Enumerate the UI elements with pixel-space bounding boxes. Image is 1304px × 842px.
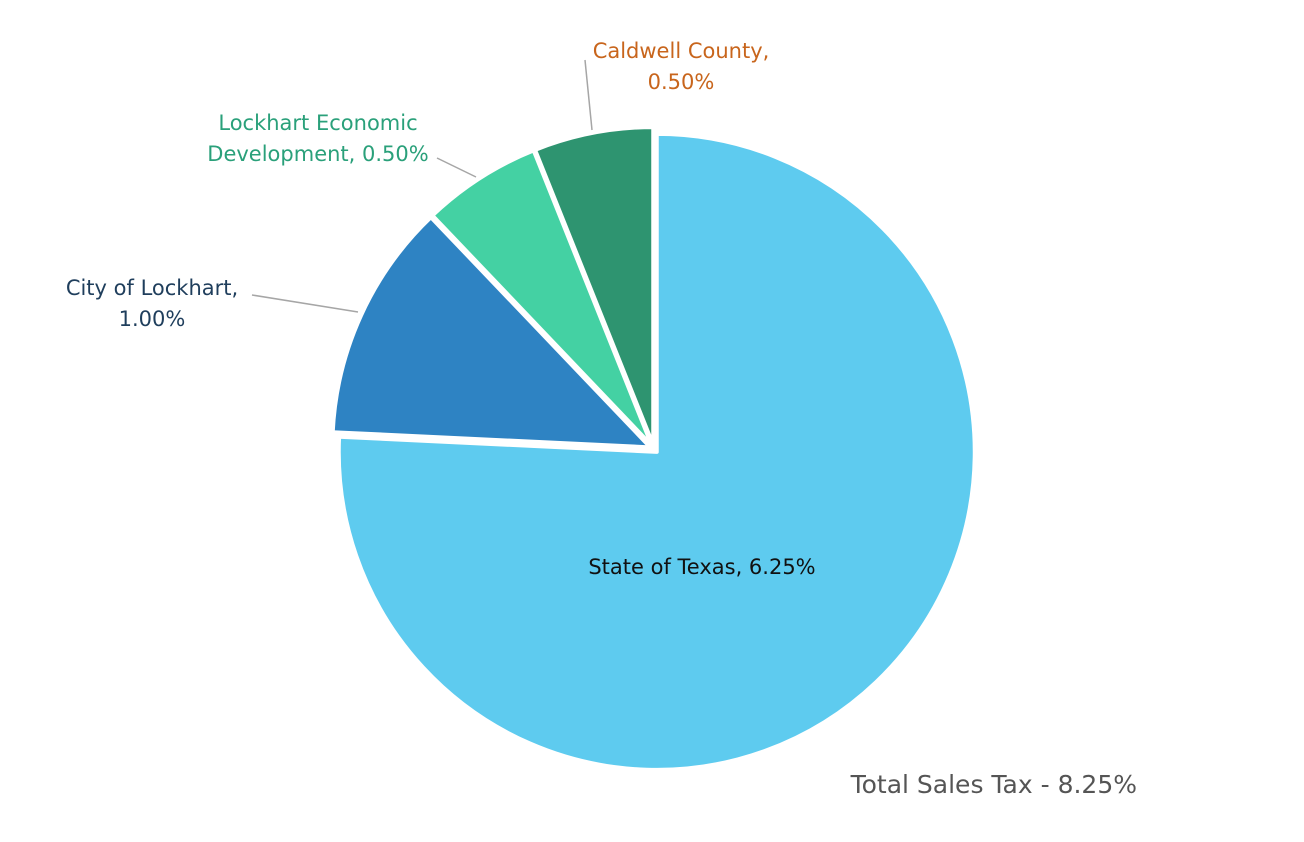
total-sales-tax-label: Total Sales Tax - 8.25% <box>850 770 1137 799</box>
leader-line <box>251 294 359 313</box>
pie-slice-city-of-lockhart <box>330 215 653 450</box>
slice-labels: State of Texas, 6.25% City of Lockhart, 1.… <box>66 39 816 579</box>
pie-slices <box>330 125 977 772</box>
slice-label-city-of-lockhart: City of Lockhart, 1.00% <box>66 276 238 331</box>
leader-line <box>436 157 477 178</box>
leader-line <box>584 59 593 131</box>
pie-slice-caldwell-county <box>533 125 656 448</box>
slice-label-lockhart-economic-development: Lockhart Economic Development, 0.50% <box>207 111 428 166</box>
slice-label-caldwell-county: Caldwell County, 0.50% <box>593 39 770 94</box>
slice-label-state-of-texas: State of Texas, 6.25% <box>588 555 815 579</box>
leader-lines <box>251 59 593 313</box>
pie-slice-state-of-texas <box>336 131 977 772</box>
pie-slice-lockhart-economic-development <box>430 148 654 448</box>
